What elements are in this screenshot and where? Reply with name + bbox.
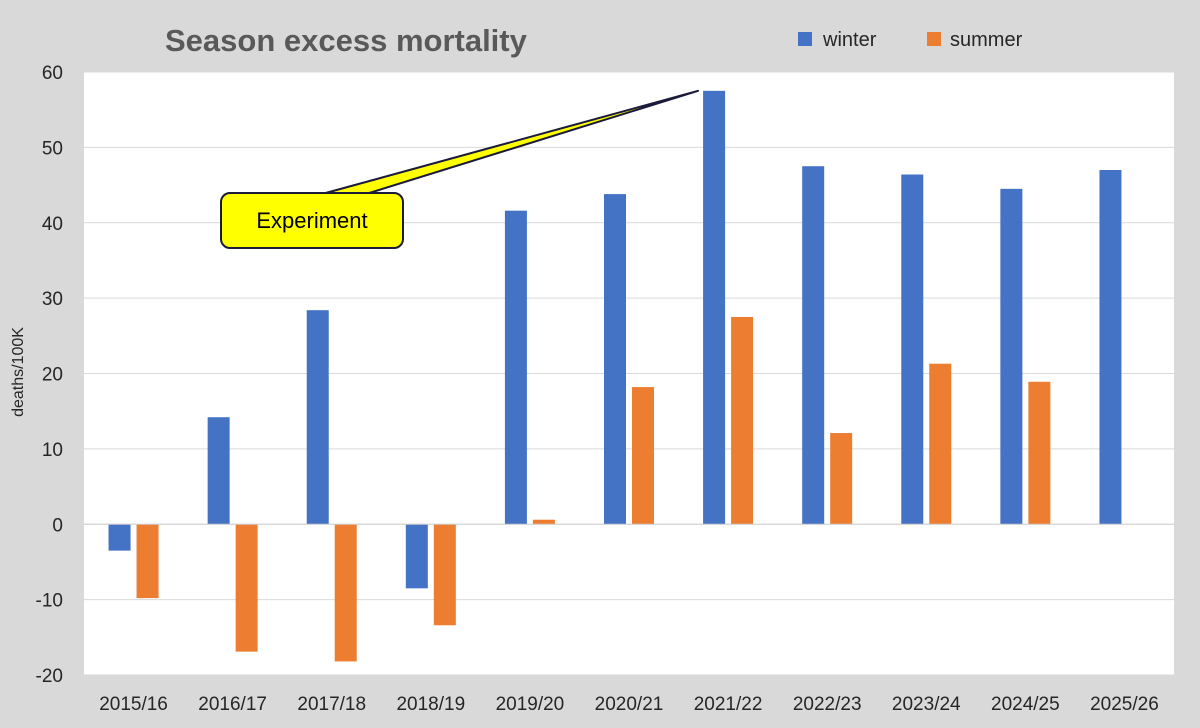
- x-tick-label: 2019/20: [496, 694, 565, 715]
- x-tick-label: 2015/16: [99, 694, 168, 715]
- bar-summer-2017-18: [334, 524, 357, 662]
- bar-winter-2019-20: [504, 210, 527, 525]
- bar-winter-2018-19: [405, 524, 428, 589]
- x-tick-label: 2021/22: [694, 694, 763, 715]
- bar-winter-2016-17: [207, 417, 230, 525]
- bar-winter-2017-18: [306, 310, 329, 525]
- bar-winter-2020-21: [604, 194, 626, 525]
- bar-summer-2020-21: [632, 387, 654, 525]
- x-axis: 2015/16 2016/17 2017/18 2018/19 2019/20 2020/…: [99, 694, 1159, 715]
- legend: winter summer: [798, 29, 1023, 51]
- x-tick-label: 2023/24: [892, 694, 961, 715]
- y-tick-label: 0: [52, 515, 63, 536]
- y-tick-label: -10: [36, 591, 63, 612]
- legend-swatch-winter: [798, 32, 812, 46]
- bar-summer-2018-19: [433, 524, 456, 626]
- bar-winter-2024-25: [1000, 188, 1023, 525]
- x-tick-label: 2017/18: [297, 694, 366, 715]
- bar-winter-2022-23: [802, 166, 825, 525]
- callout-box: [220, 192, 404, 249]
- callout-experiment: Experiment: [220, 89, 700, 249]
- x-tick-label: 2024/25: [991, 694, 1060, 715]
- bars: [84, 90, 1174, 662]
- bar-summer-2015-16: [136, 524, 159, 599]
- y-tick-label: 40: [42, 214, 63, 235]
- y-axis: 60 50 40 30 20 10 0 -10 -20: [36, 63, 63, 687]
- y-tick-label: 20: [42, 365, 63, 386]
- bar-summer-2023-24: [929, 363, 952, 525]
- bar-winter-2025-26: [1099, 169, 1122, 525]
- bar-summer-2022-23: [830, 433, 853, 525]
- y-tick-label: 10: [42, 440, 63, 461]
- legend-label-winter: winter: [822, 29, 877, 51]
- y-tick-label: 30: [42, 289, 63, 310]
- legend-swatch-summer: [927, 32, 941, 46]
- bar-summer-2016-17: [235, 524, 258, 652]
- y-axis-label: deaths/100K: [10, 327, 27, 417]
- bar-summer-2024-25: [1028, 381, 1051, 525]
- callout-label: Experiment: [256, 208, 367, 233]
- x-tick-label: 2018/19: [396, 694, 465, 715]
- chart-title: Season excess mortality: [165, 23, 528, 58]
- x-tick-label: 2022/23: [793, 694, 862, 715]
- bar-summer-2021-22: [731, 316, 754, 525]
- bar-winter-2023-24: [901, 174, 924, 525]
- bar-winter-2021-22: [703, 90, 726, 525]
- bar-winter-2015-16: [108, 524, 131, 551]
- y-tick-label: 50: [42, 138, 63, 159]
- x-tick-label: 2016/17: [198, 694, 267, 715]
- y-tick-label: 60: [42, 63, 63, 84]
- x-tick-label: 2020/21: [595, 694, 664, 715]
- y-tick-label: -20: [36, 666, 63, 687]
- bar-summer-2019-20: [532, 519, 555, 525]
- legend-label-summer: summer: [950, 29, 1023, 51]
- x-tick-label: 2025/26: [1090, 694, 1159, 715]
